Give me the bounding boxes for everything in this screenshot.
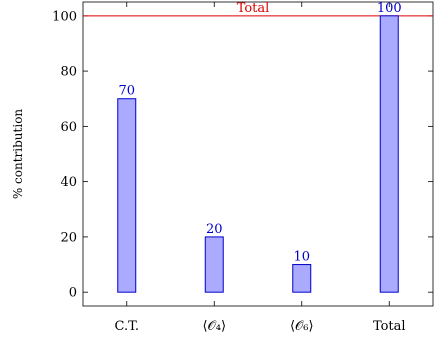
x-tick-label: C.T. <box>114 319 139 334</box>
data-labels: 70 20 10 100 <box>118 1 401 265</box>
bar <box>379 15 399 293</box>
y-axis: 0 20 40 60 80 100 <box>52 9 433 301</box>
reference-line-group: Total <box>83 1 433 17</box>
x-tick-label: Total <box>373 319 406 334</box>
bars <box>117 15 399 293</box>
y-tick-label: 40 <box>60 175 77 190</box>
bar-data-label: 20 <box>206 222 223 237</box>
y-tick-label: 100 <box>52 9 77 24</box>
bar-data-label: 100 <box>377 1 402 16</box>
bar-data-label: 70 <box>118 84 135 99</box>
x-tick-label: ⟨𝒪₄⟩ <box>202 319 226 334</box>
x-axis: C.T. ⟨𝒪₄⟩ ⟨𝒪₆⟩ Total <box>114 2 406 334</box>
plot-border <box>82 1 434 307</box>
bar <box>204 236 224 293</box>
plot-frame <box>82 1 434 307</box>
x-tick-label: ⟨𝒪₆⟩ <box>290 319 314 334</box>
y-axis-title: % contribution <box>11 109 25 200</box>
y-tick-label: 0 <box>69 286 77 301</box>
bar <box>292 264 312 293</box>
bar <box>117 98 137 293</box>
reference-line-label: Total <box>237 1 270 16</box>
y-tick-label: 20 <box>60 230 77 245</box>
y-tick-label: 60 <box>60 120 77 135</box>
bar-data-label: 10 <box>293 250 310 265</box>
y-tick-label: 80 <box>60 65 77 80</box>
